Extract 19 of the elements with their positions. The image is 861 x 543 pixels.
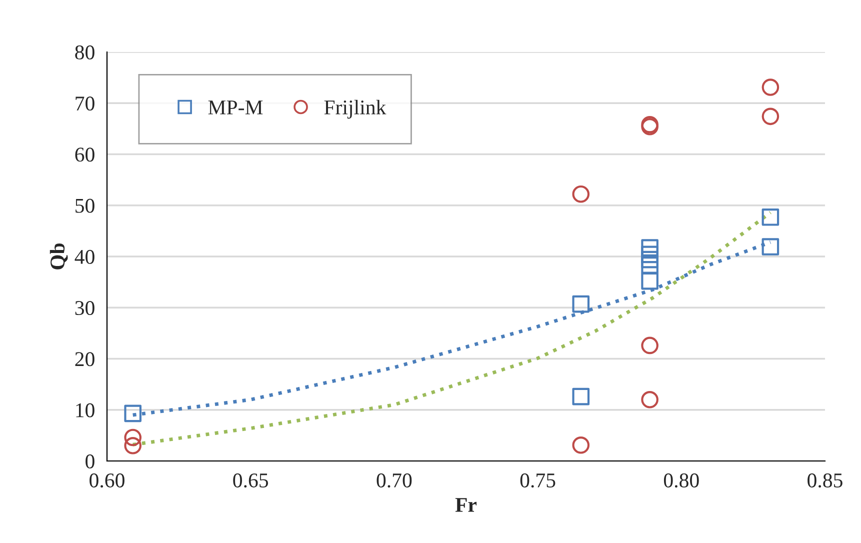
x-tick-label: 0.60: [90, 473, 124, 488]
y-tick-label: 50: [76, 198, 94, 213]
x-tick-label: 0.80: [664, 473, 699, 488]
y-tick-label: 0: [86, 454, 94, 468]
x-axis-title: Fr: [455, 498, 477, 512]
y-tick-label: 10: [76, 403, 94, 418]
x-tick-label: 0.75: [520, 473, 556, 488]
y-tick-label: 70: [76, 96, 94, 111]
y-tick-label: 40: [74, 250, 94, 264]
x-tick-label: 0.65: [233, 473, 268, 488]
y-tick-label: 60: [75, 148, 94, 162]
legend-label: Frijlink: [324, 100, 386, 119]
y-tick-label: 30: [75, 301, 94, 316]
x-tick-label: 0.70: [376, 473, 412, 488]
y-tick-label: 20: [75, 352, 94, 366]
y-axis-title: Qb: [50, 243, 68, 270]
legend-label: MP-M: [208, 100, 263, 114]
x-tick-label: 0.85: [808, 473, 842, 488]
y-tick-label: 80: [75, 45, 94, 60]
